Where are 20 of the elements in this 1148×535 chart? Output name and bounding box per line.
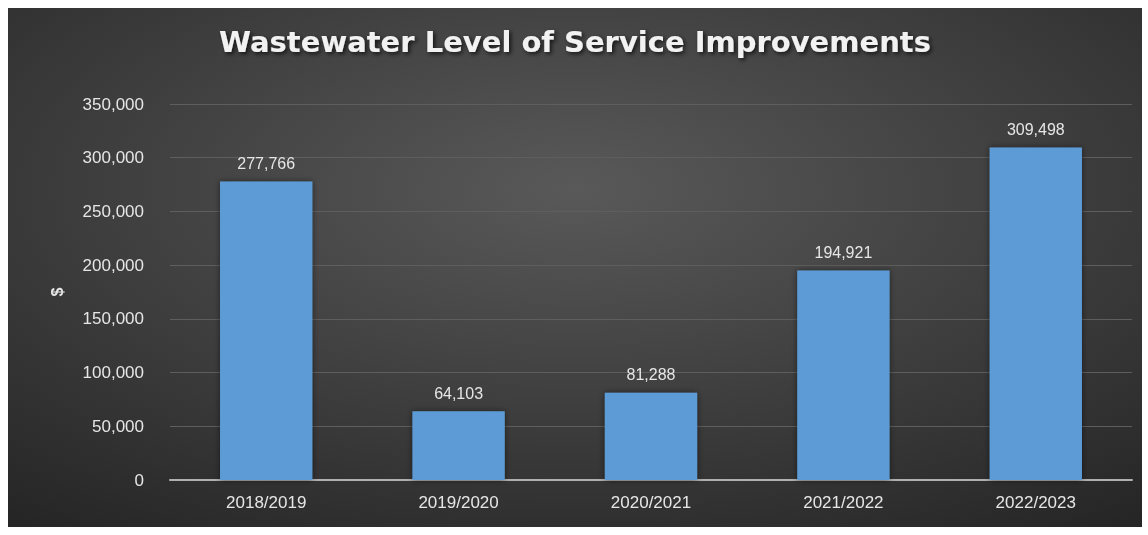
data-label: 277,766: [237, 155, 296, 173]
y-tick-label: 200,000: [82, 255, 144, 275]
y-tick-label: 0: [134, 470, 144, 490]
x-tick-label: 2020/2021: [610, 493, 692, 512]
data-label: 194,921: [814, 244, 873, 262]
x-tick-label: 2021/2022: [803, 493, 884, 512]
data-label: 64,103: [434, 384, 484, 402]
data-label: 309,498: [1006, 121, 1065, 139]
y-axis-title: $: [48, 287, 66, 297]
data-label: 81,288: [626, 366, 676, 384]
x-tick-label: 2022/2023: [995, 493, 1076, 512]
x-tick-label: 2018/2019: [226, 493, 307, 512]
y-tick-label: 50,000: [92, 416, 144, 436]
y-tick-label: 350,000: [82, 94, 144, 114]
y-tick-label: 250,000: [82, 201, 144, 221]
y-tick-label: 300,000: [82, 148, 144, 168]
x-tick-label: 2019/2020: [418, 493, 499, 512]
chart-title: Wastewater Level of Service Improvements: [219, 24, 931, 59]
y-tick-label: 100,000: [82, 363, 144, 383]
y-tick-label: 150,000: [82, 309, 144, 329]
